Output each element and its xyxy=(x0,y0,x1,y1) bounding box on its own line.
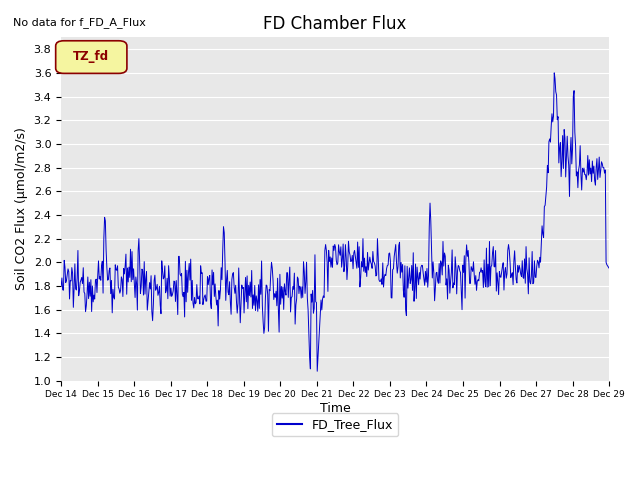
Y-axis label: Soil CO2 Flux (μmol/m2/s): Soil CO2 Flux (μmol/m2/s) xyxy=(15,128,28,290)
X-axis label: Time: Time xyxy=(320,402,351,415)
Text: No data for f_FD_A_Flux: No data for f_FD_A_Flux xyxy=(13,17,146,28)
FancyBboxPatch shape xyxy=(56,41,127,73)
Legend: FD_Tree_Flux: FD_Tree_Flux xyxy=(272,413,398,436)
Text: TZ_fd: TZ_fd xyxy=(73,50,109,63)
Title: FD Chamber Flux: FD Chamber Flux xyxy=(264,15,407,33)
